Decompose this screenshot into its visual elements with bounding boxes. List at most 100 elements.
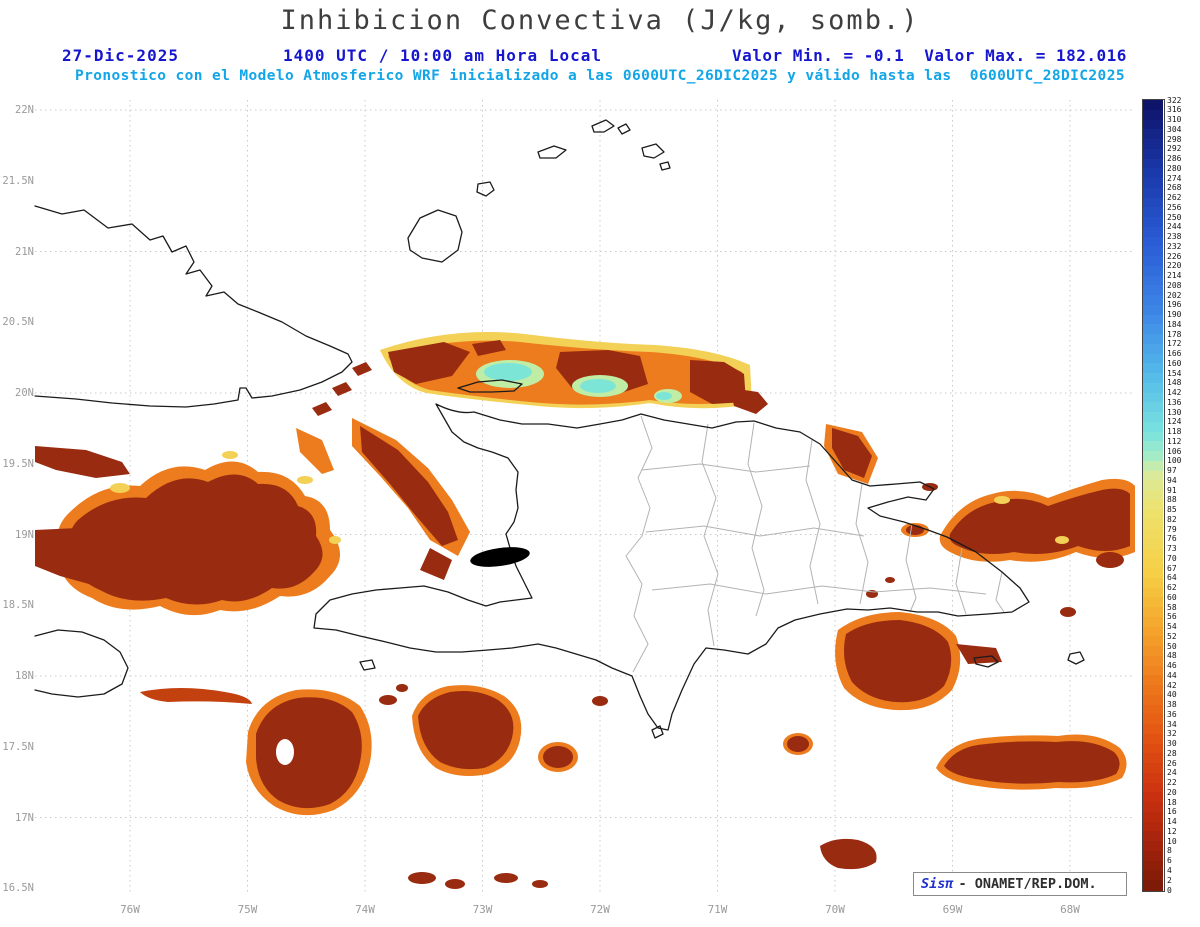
colorbar-tick-label: 67 (1167, 563, 1177, 573)
sispi-logo: Sisπ (921, 876, 954, 892)
lat-label: 17.5N (2, 740, 34, 753)
colorbar-tick-label: 298 (1167, 134, 1182, 144)
colorbar-tick-label: 79 (1167, 524, 1177, 534)
colorbar-segment (1143, 109, 1163, 121)
colorbar-tick-label: 40 (1167, 690, 1177, 700)
colorbar-segment (1143, 451, 1163, 462)
colorbar-tick-label: 136 (1167, 397, 1182, 407)
cin-shade-region (1055, 536, 1069, 544)
colorbar-tick-label: 62 (1167, 583, 1177, 593)
colorbar-segment (1143, 616, 1163, 628)
turks-island (659, 161, 671, 171)
colorbar-segment (1143, 402, 1163, 413)
colorbar-tick-label: 268 (1167, 183, 1182, 193)
cin-shade-region (944, 741, 1120, 784)
colorbar-tick-label: 32 (1167, 729, 1177, 739)
colorbar-segment (1143, 646, 1163, 657)
cin-shade-region (360, 426, 458, 546)
colorbar-tick-label: 112 (1167, 436, 1182, 446)
colorbar-segment (1143, 275, 1163, 286)
colorbar-segment (1143, 743, 1163, 755)
colorbar-tick-label: 91 (1167, 485, 1177, 495)
cin-shade-region (543, 746, 573, 768)
colorbar-tick-label: 256 (1167, 202, 1182, 212)
colorbar-segment (1143, 831, 1163, 842)
colorbar-tick-label: 70 (1167, 553, 1177, 563)
cin-shade-region (276, 739, 294, 765)
colorbar-segment (1143, 373, 1163, 384)
colorbar-tick-label: 142 (1167, 388, 1182, 398)
colorbar-tick-label: 46 (1167, 661, 1177, 671)
cin-shade-region (820, 838, 877, 870)
haiti-dr-border (625, 415, 653, 673)
colorbar-segment (1143, 226, 1163, 238)
colorbar-tick-label: 130 (1167, 407, 1182, 417)
colorbar-tick-label: 286 (1167, 154, 1182, 164)
colorbar-segment (1143, 607, 1163, 618)
colorbar-segment (1143, 577, 1163, 589)
lat-label: 16.5N (2, 882, 34, 895)
cin-shade-region (956, 644, 1002, 664)
lon-label: 74W (355, 903, 375, 916)
colorbar-tick-label: 34 (1167, 719, 1177, 729)
value-min-label: Valor Min. = -0.1 (732, 46, 905, 65)
colorbar-segment (1143, 480, 1163, 491)
colorbar-segment (1143, 509, 1163, 520)
cin-shade-region (420, 548, 452, 580)
turks-island (641, 143, 665, 159)
lon-label: 76W (120, 903, 140, 916)
lat-label: 20.5N (2, 316, 34, 329)
colorbar-tick-label: 232 (1167, 241, 1182, 251)
colorbar-tick-label: 48 (1167, 651, 1177, 661)
cin-shade-region (906, 525, 924, 535)
colorbar-segment (1143, 655, 1163, 667)
cin-shade-region (445, 879, 465, 889)
colorbar-segment (1143, 158, 1163, 169)
cin-shade-region (730, 388, 768, 414)
colorbar-segment (1143, 626, 1163, 637)
colorbar-tick-label: 76 (1167, 534, 1177, 544)
cin-shade-region (296, 428, 334, 474)
province-borders (625, 415, 1005, 673)
colorbar-tick-label: 238 (1167, 232, 1182, 242)
cin-shade-region (656, 392, 672, 400)
colorbar-segment (1143, 197, 1163, 208)
cin-shade-region (352, 362, 372, 376)
colorbar-tick-label: 60 (1167, 592, 1177, 602)
jamaica-coastline (34, 629, 129, 698)
colorbar-segment (1143, 412, 1163, 423)
cin-shade-region (110, 483, 130, 493)
cin-shade-region (332, 382, 352, 396)
cuba-coastline (34, 205, 353, 408)
colorbar-tick-label: 310 (1167, 115, 1182, 124)
colorbar-segment (1143, 168, 1163, 179)
colorbar-tick-label: 280 (1167, 163, 1182, 173)
colorbar-tick-label: 52 (1167, 631, 1177, 641)
caicos-island (537, 145, 567, 159)
colorbar-segment (1143, 821, 1163, 833)
colorbar-segment (1143, 187, 1163, 199)
colorbar-segment (1143, 129, 1163, 140)
colorbar-segment (1143, 675, 1163, 686)
colorbar-tick-label: 4 (1167, 865, 1172, 875)
colorbar-tick-label: 38 (1167, 700, 1177, 710)
colorbar-segment (1143, 421, 1163, 433)
colorbar-segment (1143, 314, 1163, 325)
colorbar-tick-label: 42 (1167, 680, 1177, 690)
colorbar-segment (1143, 636, 1163, 647)
cin-shade-region (379, 695, 397, 705)
caicos-island (591, 119, 615, 133)
chart-title: Inhibicion Convectiva (J/kg, somb.) (280, 5, 920, 36)
lat-label: 18N (15, 670, 34, 682)
colorbar-tick-label: 250 (1167, 212, 1182, 222)
colorbar-tick-label: 292 (1167, 144, 1182, 154)
cin-shade-region (949, 488, 1130, 554)
colorbar-tick-label: 322 (1167, 95, 1182, 105)
cin-shade-region (885, 577, 895, 583)
colorbar-segment (1143, 529, 1163, 540)
forecast-date: 27-Dic-2025 (62, 46, 179, 65)
colorbar-tick-label: 0 (1167, 885, 1172, 895)
colorbar-segment (1143, 850, 1163, 862)
